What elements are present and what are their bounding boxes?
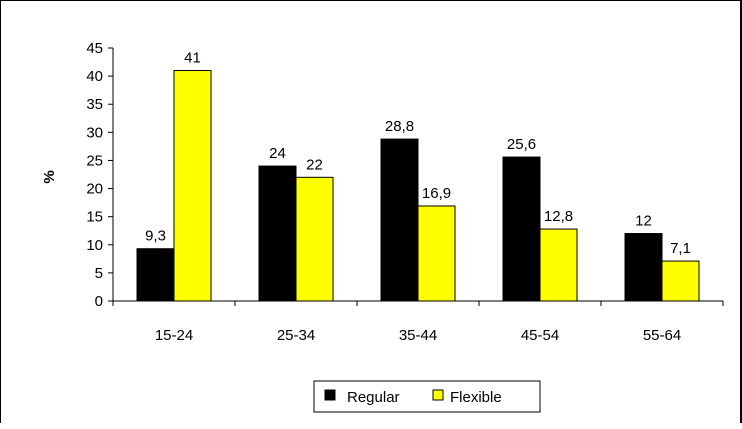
legend-swatch-regular — [324, 389, 336, 401]
y-tick-label: 15 — [86, 209, 103, 226]
x-tick-label: 25-34 — [277, 327, 315, 344]
legend-swatch-flexible — [432, 389, 444, 401]
y-tick-label: 25 — [86, 152, 103, 169]
legend-label-flexible: Flexible — [450, 389, 502, 406]
bar-regular — [258, 165, 297, 302]
y-tick-label: 10 — [86, 237, 103, 254]
y-tick-label: 35 — [86, 96, 103, 113]
bar-flexible — [173, 69, 212, 302]
x-ticks: 15-24 25-34 35-44 45-54 55-64 — [112, 301, 724, 344]
legend: Regular Flexible — [313, 380, 541, 413]
value-labels: 9,3 24 28,8 25,6 12 41 22 16,9 12,8 7,1 — [145, 49, 691, 257]
bar-regular — [380, 138, 419, 302]
bar-regular — [136, 248, 175, 302]
data-label-flexible: 41 — [184, 49, 201, 66]
data-label-regular: 9,3 — [145, 228, 166, 245]
data-label-flexible: 16,9 — [422, 185, 451, 202]
y-tick-label: 0 — [95, 293, 103, 310]
bar-flexible — [661, 260, 700, 302]
x-tick-label: 45-54 — [521, 327, 559, 344]
y-tick-label: 45 — [86, 40, 103, 57]
y-axis-title-group: % — [41, 170, 58, 183]
legend-label-regular: Regular — [347, 389, 400, 406]
data-label-regular: 25,6 — [507, 136, 536, 153]
data-label-flexible: 12,8 — [544, 208, 573, 225]
bar-flexible — [417, 205, 456, 302]
data-label-flexible: 7,1 — [670, 240, 691, 257]
bar-flexible — [539, 228, 578, 302]
x-tick-label: 55-64 — [643, 327, 681, 344]
y-tick-label: 20 — [86, 181, 103, 198]
bars — [136, 69, 700, 302]
y-ticks: 0 5 10 15 20 25 30 35 40 45 — [86, 40, 113, 310]
data-label-regular: 12 — [635, 213, 652, 230]
data-label-regular: 28,8 — [385, 118, 414, 135]
x-tick-label: 35-44 — [399, 327, 437, 344]
y-tick-label: 40 — [86, 68, 103, 85]
y-tick-label: 5 — [95, 265, 103, 282]
data-label-flexible: 22 — [306, 156, 323, 173]
legend-box — [313, 380, 541, 413]
bar-flexible — [295, 176, 334, 302]
data-label-regular: 24 — [269, 145, 286, 162]
y-axis-title: % — [41, 170, 58, 183]
y-tick-label: 30 — [86, 124, 103, 141]
x-tick-label: 15-24 — [155, 327, 193, 344]
bar-regular — [624, 233, 663, 302]
bar-regular — [502, 156, 541, 302]
